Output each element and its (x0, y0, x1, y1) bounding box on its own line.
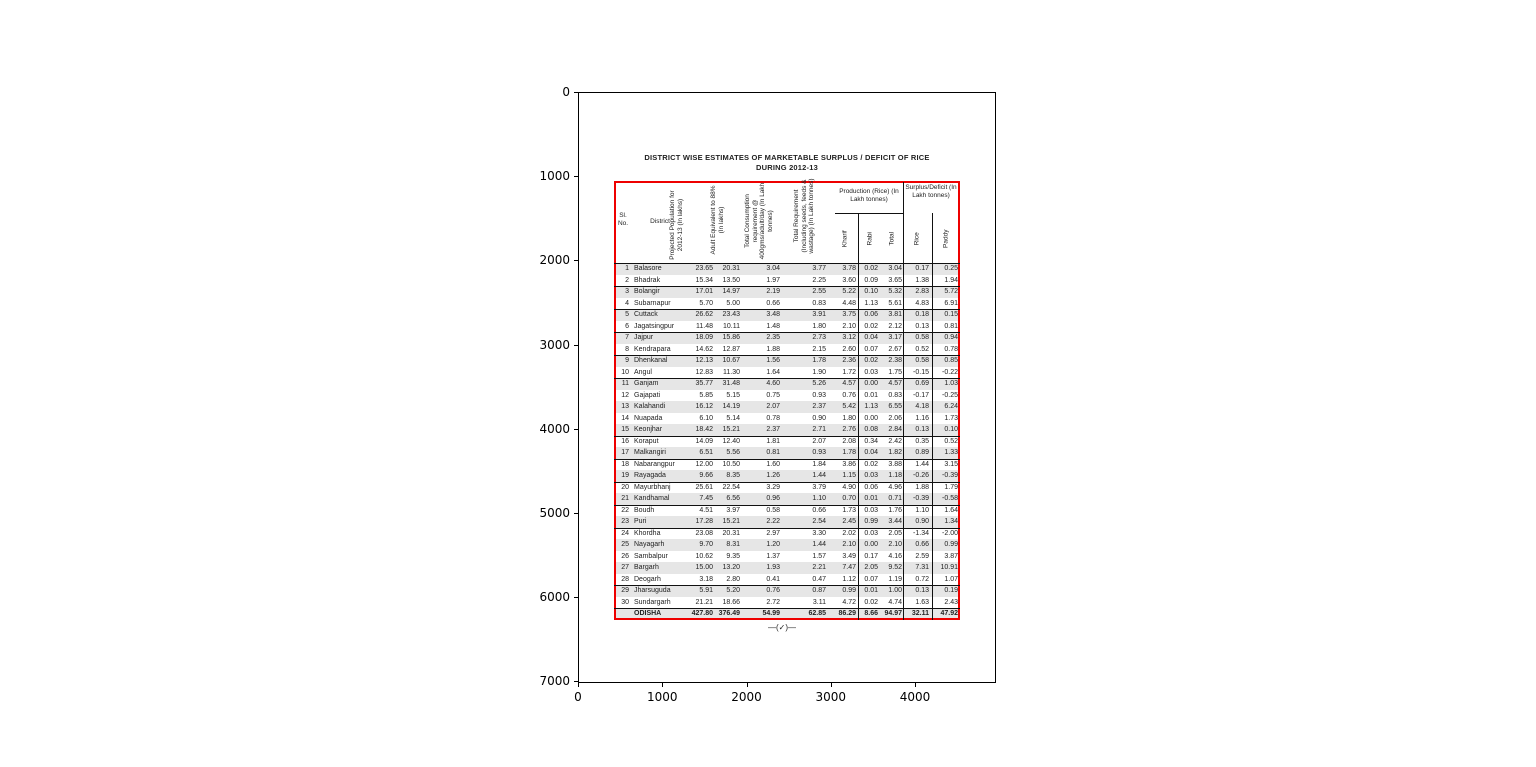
x-tick-label: 4000 (899, 690, 931, 704)
y-tick-label: 1000 (539, 169, 570, 184)
y-tick-mark (574, 513, 578, 514)
y-tick-label: 6000 (539, 590, 570, 605)
x-tick-mark (662, 683, 664, 687)
plot-axes (578, 92, 996, 683)
y-tick-mark (574, 428, 578, 430)
x-tick-mark (915, 683, 916, 687)
y-tick-mark (574, 176, 578, 178)
y-tick-mark (574, 344, 578, 346)
y-tick-mark (574, 681, 578, 683)
y-tick-label: 4000 (539, 421, 570, 436)
y-tick-label: 7000 (539, 674, 570, 689)
x-tick-label: 1000 (646, 690, 678, 704)
y-tick-label: 3000 (539, 337, 570, 352)
y-tick-label: 5000 (539, 506, 570, 520)
y-tick-mark (574, 92, 578, 93)
y-tick-mark (574, 260, 578, 262)
x-tick-mark (578, 683, 579, 687)
y-tick-mark (574, 597, 578, 599)
x-tick-mark (830, 683, 832, 687)
y-tick-label: 0 (562, 85, 570, 99)
x-tick-label: 0 (574, 690, 582, 704)
x-tick-label: 3000 (815, 690, 847, 704)
x-tick-mark (746, 683, 748, 687)
x-tick-label: 2000 (731, 690, 762, 704)
y-tick-label: 2000 (539, 253, 570, 268)
